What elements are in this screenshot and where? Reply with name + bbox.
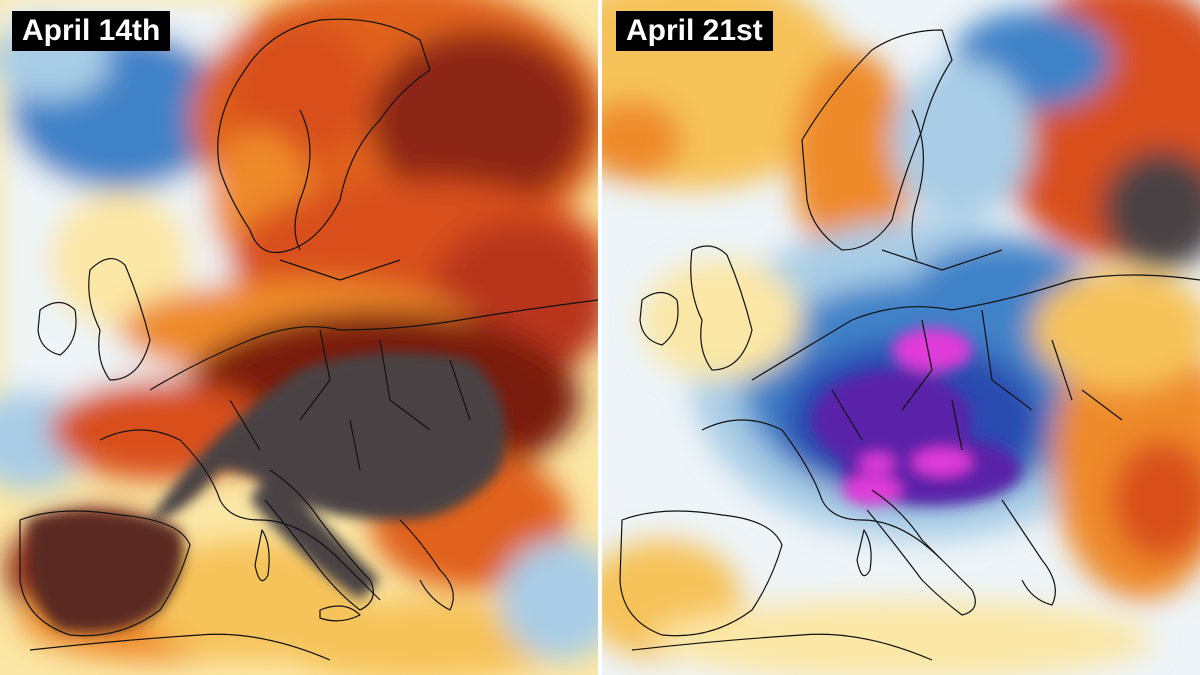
temperature-anomaly-map-april-21: [602, 0, 1200, 675]
temperature-anomaly-map-april-14: [0, 0, 598, 675]
map-panel-april-21: April 21st: [602, 0, 1200, 675]
map-panel-april-14: April 14th: [0, 0, 598, 675]
date-label: April 14th: [12, 11, 171, 51]
date-label: April 21st: [616, 11, 773, 51]
panel-divider: [598, 0, 602, 675]
